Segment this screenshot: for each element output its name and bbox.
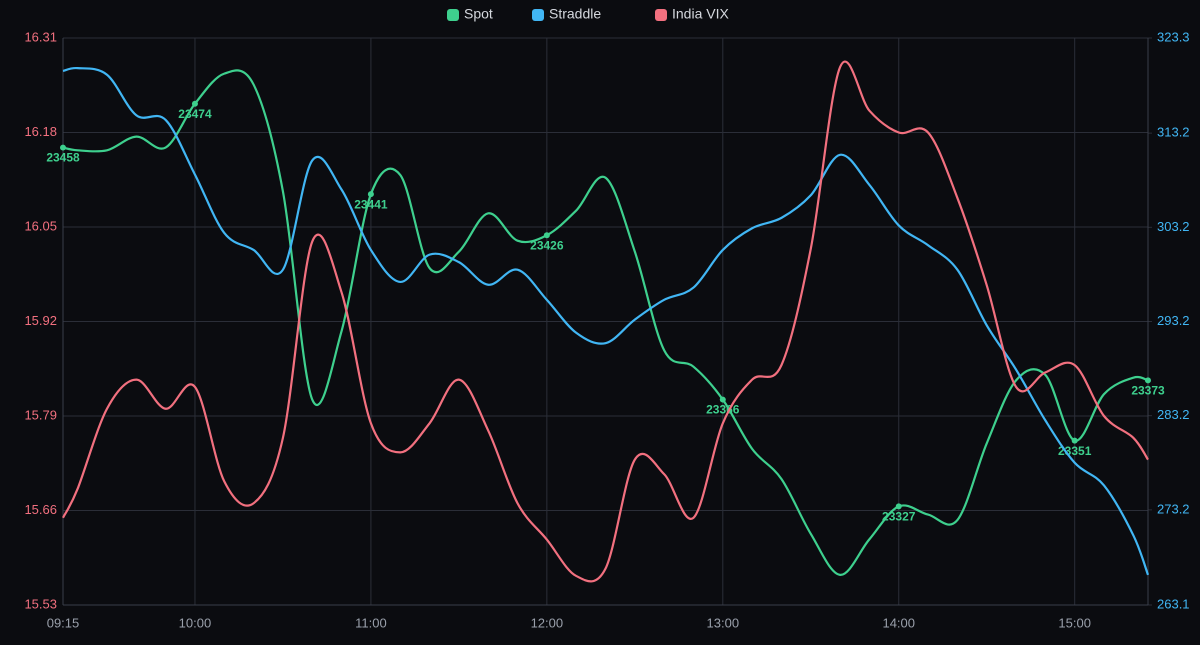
y-tick-label: 16.18 (24, 124, 57, 139)
data-point (367, 191, 374, 198)
x-tick-label: 15:00 (1058, 615, 1091, 630)
data-label: 23441 (354, 197, 388, 211)
legend-swatch (532, 9, 544, 21)
x-tick-label: 10:00 (179, 615, 212, 630)
series-line (62, 69, 1149, 576)
y-tick-label: 15.66 (24, 502, 57, 517)
data-point (1145, 377, 1151, 384)
y2-tick-label: 313.2 (1157, 125, 1190, 140)
y2-tick-label: 323.3 (1157, 29, 1190, 44)
y-tick-label: 15.53 (24, 596, 57, 611)
y-tick-label: 16.31 (24, 29, 57, 44)
legend-label: India VIX (672, 6, 729, 22)
data-label: 23366 (706, 403, 740, 417)
x-tick-label: 11:00 (355, 615, 387, 630)
data-point (543, 232, 550, 239)
data-point (191, 100, 198, 107)
legend-swatch (447, 9, 459, 21)
x-tick-label: 12:00 (531, 615, 564, 630)
y2-tick-label: 293.2 (1157, 313, 1190, 328)
y-tick-label: 15.92 (24, 313, 57, 328)
data-point (895, 503, 902, 510)
data-label: 23458 (46, 151, 80, 165)
legend-label: Spot (464, 6, 493, 22)
legend-swatch (655, 9, 667, 21)
y-tick-label: 16.05 (24, 218, 57, 233)
data-label: 23373 (1131, 384, 1165, 398)
data-label: 23327 (882, 510, 916, 524)
data-label: 23426 (530, 238, 564, 252)
y2-tick-label: 303.2 (1157, 219, 1190, 234)
y2-tick-label: 273.2 (1157, 501, 1190, 516)
legend-label: Straddle (549, 6, 601, 22)
x-tick-label: 14:00 (882, 615, 915, 630)
data-point (60, 144, 66, 151)
data-label: 23474 (178, 107, 212, 121)
data-point (1071, 437, 1078, 444)
y-tick-label: 15.79 (24, 407, 57, 422)
x-tick-label: 13:00 (707, 615, 740, 630)
data-point (719, 396, 726, 403)
y2-tick-label: 283.2 (1157, 407, 1190, 422)
x-tick-label: 09:15 (47, 615, 80, 630)
data-label: 23351 (1058, 444, 1092, 458)
series-line (62, 66, 1150, 576)
y2-tick-label: 263.1 (1157, 596, 1190, 611)
series-line (62, 60, 1149, 583)
